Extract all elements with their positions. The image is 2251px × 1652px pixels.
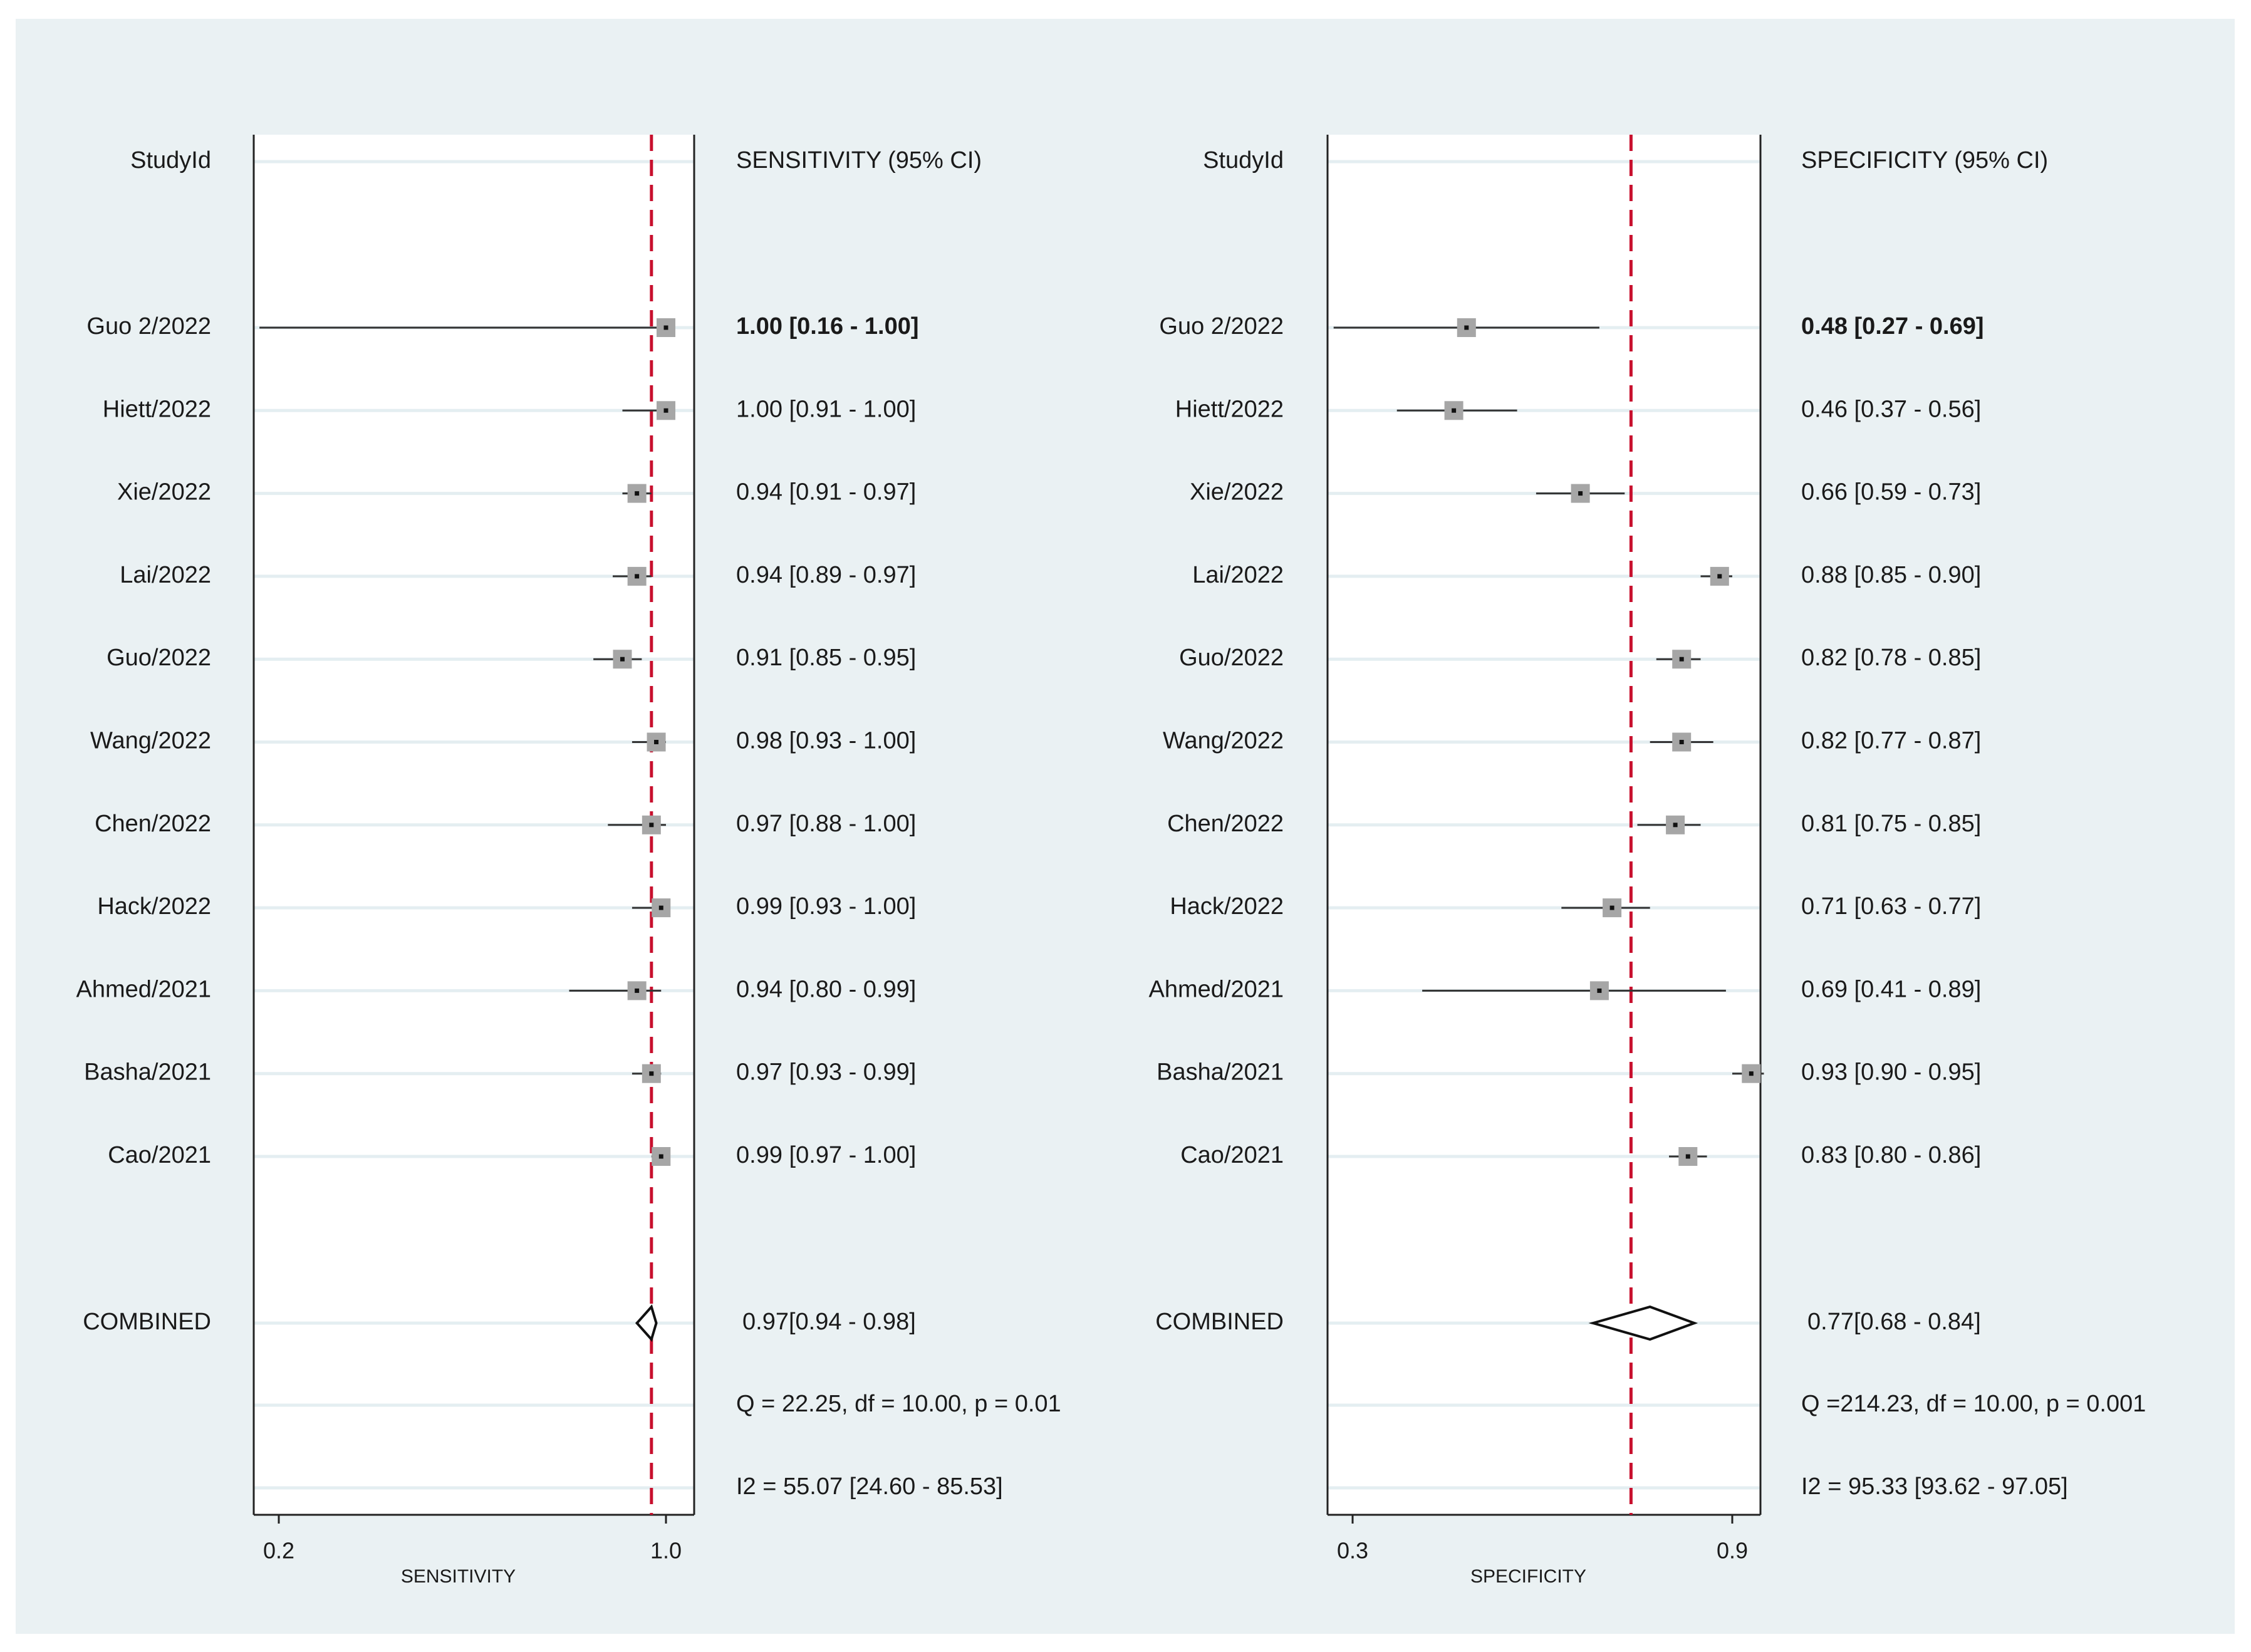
q-statistic: Q =214.23, df = 10.00, p = 0.001: [1801, 1391, 2146, 1417]
study-estimate-label: 0.98 [0.93 - 1.00]: [736, 728, 916, 754]
q-statistic: Q = 22.25, df = 10.00, p = 0.01: [736, 1391, 1061, 1417]
study-estimate-label: 0.81 [0.75 - 0.85]: [1801, 811, 1981, 837]
forest-plot-figure: StudyId SENSITIVITY (95% CI) Guo 2/2022 1.0…: [76, 135, 2146, 1587]
point-estimate: [1749, 1071, 1754, 1076]
point-estimate: [1717, 574, 1722, 579]
point-estimate: [1679, 740, 1684, 744]
point-estimate: [1679, 657, 1684, 662]
study-estimate-label: 0.82 [0.77 - 0.87]: [1801, 728, 1981, 754]
point-estimate: [635, 574, 640, 579]
point-estimate: [649, 1071, 654, 1076]
study-estimate-label: 0.94 [0.89 - 0.97]: [736, 562, 916, 588]
study-name: Hack/2022: [97, 893, 211, 920]
study-name: Basha/2021: [84, 1059, 211, 1086]
point-estimate: [1452, 408, 1457, 413]
combined-estimate-label: 0.77[0.68 - 0.84]: [1807, 1309, 1981, 1335]
study-name: Guo/2022: [1179, 645, 1284, 671]
study-name: Guo/2022: [107, 645, 211, 671]
point-estimate: [658, 905, 663, 910]
study-column-header: StudyId: [130, 147, 211, 174]
study-name: Wang/2022: [90, 728, 211, 754]
point-estimate: [649, 823, 654, 828]
study-estimate-label: 0.71 [0.63 - 0.77]: [1801, 893, 1981, 920]
forest-panel-specificity: StudyId SPECIFICITY (95% CI) Guo 2/2022 0.4…: [1149, 135, 2146, 1587]
study-estimate-label: 1.00 [0.16 - 1.00]: [736, 313, 919, 340]
study-name: Chen/2022: [1167, 811, 1284, 837]
study-name: Cao/2021: [108, 1142, 211, 1168]
study-name: Hiett/2022: [1175, 396, 1284, 422]
estimate-column-header: SENSITIVITY (95% CI): [736, 147, 982, 174]
study-name: Chen/2022: [95, 811, 211, 837]
study-name: Ahmed/2021: [76, 976, 212, 1002]
study-name: Ahmed/2021: [1149, 976, 1284, 1002]
i2-statistic: I2 = 95.33 [93.62 - 97.05]: [1801, 1473, 2068, 1500]
study-column-header: StudyId: [1203, 147, 1284, 174]
combined-label: COMBINED: [1155, 1309, 1284, 1335]
study-estimate-label: 0.82 [0.78 - 0.85]: [1801, 645, 1981, 671]
x-tick-label: 0.3: [1337, 1538, 1368, 1564]
combined-diamond: [1588, 1305, 1698, 1341]
point-estimate: [620, 657, 625, 662]
x-axis-label: SENSITIVITY: [401, 1566, 516, 1587]
point-estimate: [663, 408, 668, 413]
point-estimate: [1609, 905, 1614, 910]
study-estimate-label: 0.97 [0.93 - 0.99]: [736, 1059, 916, 1086]
point-estimate: [1673, 823, 1678, 828]
estimate-column-header: SPECIFICITY (95% CI): [1801, 147, 2048, 174]
study-name: Cao/2021: [1180, 1142, 1284, 1168]
combined-estimate-label: 0.97[0.94 - 0.98]: [742, 1309, 916, 1335]
point-estimate: [1685, 1154, 1690, 1159]
x-tick-label: 0.9: [1717, 1538, 1748, 1564]
study-name: Lai/2022: [1192, 562, 1284, 588]
forest-panel-sensitivity: StudyId SENSITIVITY (95% CI) Guo 2/2022 1.0…: [76, 135, 1061, 1587]
study-estimate-label: 0.93 [0.90 - 0.95]: [1801, 1059, 1981, 1086]
x-tick-label: 1.0: [650, 1538, 682, 1564]
study-estimate-label: 0.48 [0.27 - 0.69]: [1801, 313, 1984, 340]
study-estimate-label: 0.46 [0.37 - 0.56]: [1801, 396, 1981, 422]
study-estimate-label: 0.94 [0.91 - 0.97]: [736, 479, 916, 506]
study-name: Hiett/2022: [103, 396, 211, 422]
x-tick-label: 0.2: [263, 1538, 294, 1564]
study-name: Xie/2022: [117, 479, 211, 506]
study-name: Basha/2021: [1157, 1059, 1284, 1086]
point-estimate: [1597, 988, 1602, 993]
x-axis-label: SPECIFICITY: [1470, 1566, 1586, 1587]
study-estimate-label: 0.88 [0.85 - 0.90]: [1801, 562, 1981, 588]
study-name: Guo 2/2022: [86, 313, 211, 340]
study-name: Wang/2022: [1163, 728, 1284, 754]
study-estimate-label: 0.94 [0.80 - 0.99]: [736, 976, 916, 1002]
study-estimate-label: 0.83 [0.80 - 0.86]: [1801, 1142, 1981, 1168]
point-estimate: [635, 491, 640, 496]
combined-diamond: [635, 1304, 658, 1343]
study-estimate-label: 0.66 [0.59 - 0.73]: [1801, 479, 1981, 506]
point-estimate: [635, 988, 640, 993]
figure-background: StudyId SENSITIVITY (95% CI) Guo 2/2022 1.0…: [16, 19, 2235, 1634]
point-estimate: [1464, 325, 1469, 330]
study-estimate-label: 1.00 [0.91 - 1.00]: [736, 396, 916, 422]
combined-label: COMBINED: [83, 1309, 211, 1335]
study-name: Hack/2022: [1170, 893, 1284, 920]
study-estimate-label: 0.97 [0.88 - 1.00]: [736, 811, 916, 837]
point-estimate: [654, 740, 659, 744]
study-estimate-label: 0.99 [0.97 - 1.00]: [736, 1142, 916, 1168]
study-name: Guo 2/2022: [1159, 313, 1284, 340]
study-estimate-label: 0.99 [0.93 - 1.00]: [736, 893, 916, 920]
point-estimate: [658, 1154, 663, 1159]
i2-statistic: I2 = 55.07 [24.60 - 85.53]: [736, 1473, 1003, 1500]
study-estimate-label: 0.69 [0.41 - 0.89]: [1801, 976, 1981, 1002]
study-name: Xie/2022: [1190, 479, 1284, 506]
point-estimate: [663, 325, 668, 330]
point-estimate: [1578, 491, 1583, 496]
study-estimate-label: 0.91 [0.85 - 0.95]: [736, 645, 916, 671]
study-name: Lai/2022: [120, 562, 211, 588]
